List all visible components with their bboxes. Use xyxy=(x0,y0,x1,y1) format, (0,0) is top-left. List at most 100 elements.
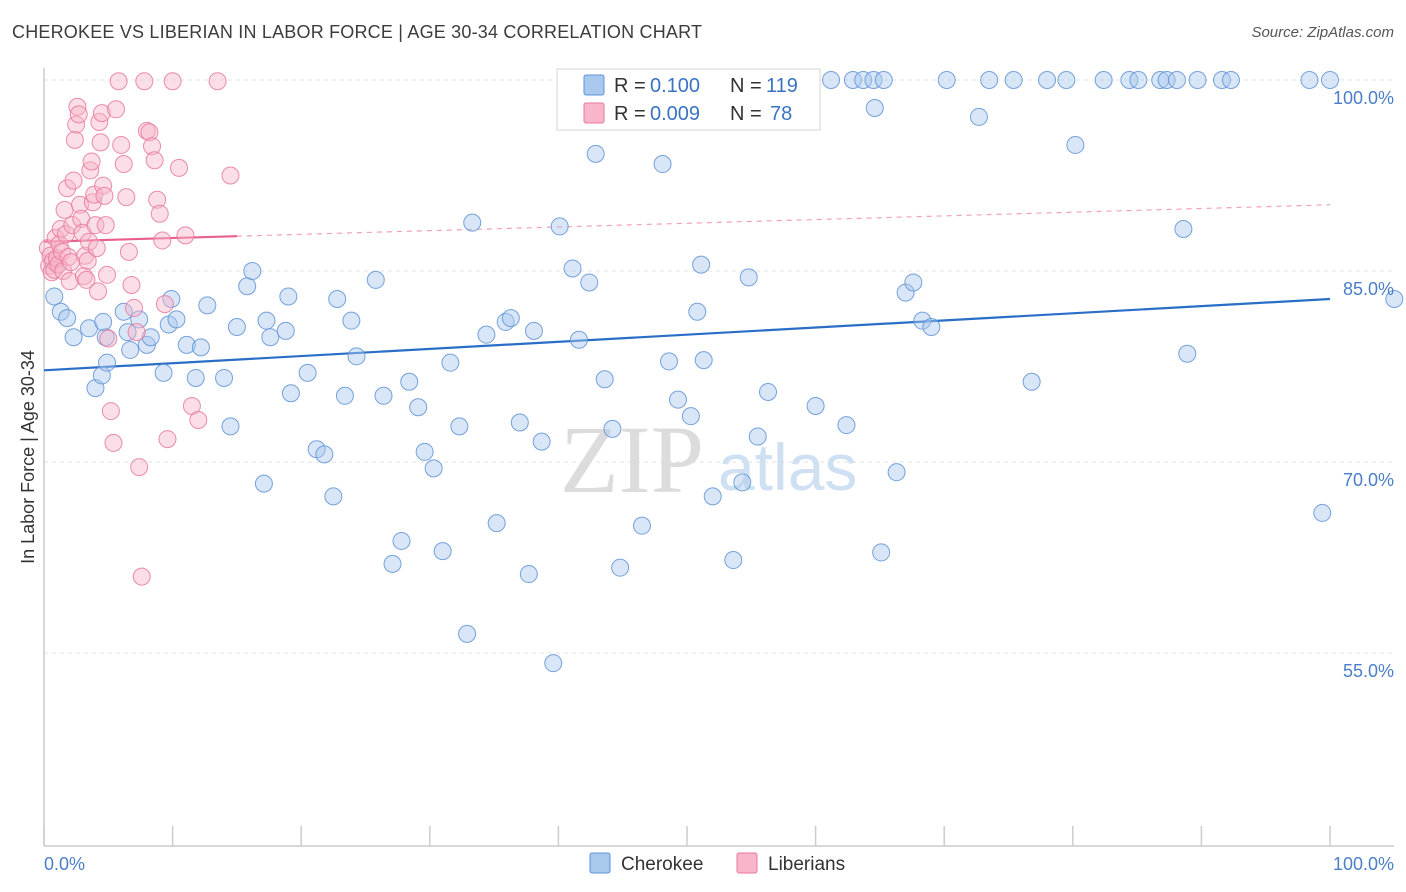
cherokee-point xyxy=(595,370,614,389)
cherokee-point xyxy=(544,654,563,673)
cherokee-point xyxy=(937,71,956,89)
cherokee-point xyxy=(1174,219,1193,238)
liberians-point xyxy=(148,190,167,209)
cherokee-point xyxy=(374,386,393,405)
liberians-point xyxy=(107,100,126,119)
cherokee-point xyxy=(366,270,385,289)
liberians-point xyxy=(150,204,169,223)
cherokee-point xyxy=(854,71,873,89)
cherokee-point xyxy=(221,417,240,436)
cherokee-point xyxy=(64,328,83,347)
liberians-point xyxy=(119,242,138,261)
cherokee-point xyxy=(328,290,347,309)
cherokee-point xyxy=(198,296,217,315)
liberians-point xyxy=(143,137,162,156)
cherokee-point xyxy=(400,372,419,391)
liberians-point xyxy=(112,135,131,154)
cherokee-point xyxy=(254,474,273,493)
cherokee-point xyxy=(276,321,295,340)
liberians-point xyxy=(163,72,182,91)
cherokee-point xyxy=(58,309,77,328)
liberians-point xyxy=(80,232,99,251)
cherokee-point xyxy=(415,442,434,461)
bottom-legend: Cherokee Liberians xyxy=(589,852,845,875)
cherokee-point xyxy=(703,487,722,506)
bottom-legend-liberians: Liberians xyxy=(768,854,845,875)
legend-r-value-2: 0.009 xyxy=(650,103,700,125)
cherokee-point xyxy=(1167,71,1186,89)
liberians-point xyxy=(86,216,105,235)
liberians-point xyxy=(91,133,110,152)
cherokee-point xyxy=(896,283,915,302)
cherokee-point xyxy=(913,311,932,330)
cherokee-point xyxy=(257,311,276,330)
liberians-point xyxy=(104,433,123,452)
cherokee-point xyxy=(281,384,300,403)
cherokee-point xyxy=(261,328,280,347)
cherokee-point xyxy=(433,542,452,561)
cherokee-point xyxy=(611,558,630,577)
cherokee-point xyxy=(969,107,988,126)
cherokee-point xyxy=(1212,71,1231,89)
cherokee-point xyxy=(733,473,752,492)
liberians-point xyxy=(189,410,208,429)
cherokee-point xyxy=(843,71,862,89)
liberians-point xyxy=(132,567,151,586)
cherokee-point xyxy=(463,213,482,232)
liberians-point xyxy=(117,188,136,207)
y-tick-label: 70.0% xyxy=(1343,470,1394,490)
cherokee-point xyxy=(298,363,317,382)
cherokee-point xyxy=(510,413,529,432)
cherokee-point xyxy=(324,487,343,506)
y-tick-label: 85.0% xyxy=(1343,279,1394,299)
cherokee-point xyxy=(1300,71,1319,89)
cherokee-point xyxy=(1313,503,1332,522)
cherokee-point xyxy=(887,463,906,482)
liberians-point xyxy=(95,186,114,205)
liberians-point xyxy=(145,151,164,170)
cherokee-point xyxy=(167,310,186,329)
y-tick-labels: 100.0% 85.0% 70.0% 55.0% xyxy=(1333,88,1394,681)
cherokee-point xyxy=(1385,290,1404,309)
cherokee-point xyxy=(215,368,234,387)
cherokee-point xyxy=(392,531,411,550)
liberians-point xyxy=(55,200,74,219)
liberians-point xyxy=(65,130,84,149)
trend-line-solid xyxy=(43,297,1331,372)
legend-swatch-liberians xyxy=(583,102,605,124)
trend-line-dashed xyxy=(236,204,1331,237)
liberians-point xyxy=(221,166,240,185)
cherokee-point xyxy=(1178,344,1197,363)
cherokee-point xyxy=(668,390,687,409)
cherokee-point xyxy=(141,328,160,347)
liberians-point xyxy=(82,152,101,171)
liberians-point xyxy=(68,97,87,116)
liberians-point xyxy=(69,105,88,124)
cherokee-point xyxy=(681,407,700,426)
cherokee-point xyxy=(227,318,246,337)
cherokee-point xyxy=(1066,135,1085,154)
cherokee-point xyxy=(118,323,137,342)
legend-r-value-1: 0.100 xyxy=(650,75,700,97)
cherokee-point xyxy=(335,386,354,405)
cherokee-point xyxy=(603,419,622,438)
cherokee-point xyxy=(315,445,334,464)
cherokee-point xyxy=(1188,71,1207,89)
liberians-point xyxy=(77,270,96,289)
cherokee-point xyxy=(1022,372,1041,391)
liberians-point xyxy=(140,123,159,142)
cherokee-point xyxy=(94,312,113,331)
grid-lines xyxy=(44,79,1394,654)
axes xyxy=(43,68,1394,847)
cherokee-point xyxy=(837,416,856,435)
liberians-point xyxy=(130,458,149,477)
liberians-point xyxy=(51,219,70,238)
cherokee-point xyxy=(114,302,133,321)
legend-r-label-2: R = xyxy=(614,103,646,125)
liberians-point xyxy=(87,239,106,258)
legend-r-label-1: R = xyxy=(614,75,646,97)
liberians-point xyxy=(114,155,133,174)
y-tick-label: 100.0% xyxy=(1333,88,1394,108)
legend-n-label-2: N = xyxy=(730,103,762,125)
